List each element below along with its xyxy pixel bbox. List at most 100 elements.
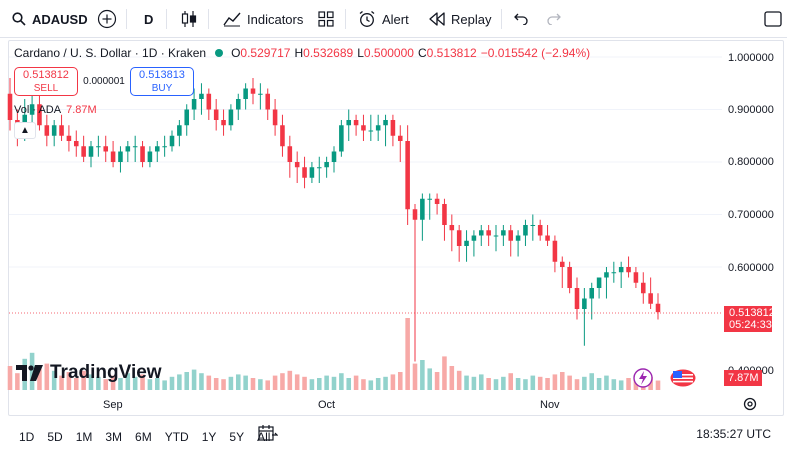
- volume-bar: [589, 373, 595, 390]
- symbol-search-button[interactable]: ADAUSD: [12, 0, 88, 38]
- candle-body: [361, 125, 366, 131]
- layouts-button[interactable]: [318, 0, 334, 38]
- volume-bar: [559, 372, 565, 390]
- volume-bar: [162, 380, 167, 390]
- last-price-value: 0.513812: [729, 307, 775, 319]
- candle-body: [132, 146, 138, 148]
- utc-clock[interactable]: 18:35:27 UTC: [696, 427, 771, 441]
- settings-gear-icon[interactable]: [742, 396, 758, 412]
- candle-body: [81, 146, 86, 157]
- candle-body: [567, 267, 572, 288]
- volume-bar: [221, 379, 226, 390]
- buy-button[interactable]: 0.513813 BUY: [130, 67, 194, 96]
- tradingview-watermark[interactable]: TradingView: [16, 362, 162, 384]
- close-key: C: [417, 46, 427, 60]
- volume-bar: [324, 375, 329, 390]
- range-3m-button[interactable]: 3M: [105, 429, 123, 444]
- candle-body: [73, 141, 79, 147]
- volume-bar: [353, 375, 359, 390]
- volume-bar: [420, 360, 425, 390]
- volume-bar: [147, 379, 153, 390]
- volume-bar: [390, 374, 396, 390]
- candle-body: [530, 225, 536, 226]
- volume-bar: [397, 372, 403, 390]
- volume-bar: [15, 373, 20, 390]
- range-ytd-button[interactable]: YTD: [164, 429, 189, 444]
- candle-body: [405, 141, 410, 210]
- volume-bar: [258, 379, 263, 390]
- candle-body: [464, 240, 469, 246]
- candle-body: [169, 135, 175, 147]
- window-icon: [764, 11, 782, 27]
- candle-body: [206, 93, 212, 110]
- alert-button[interactable]: Alert: [358, 0, 409, 38]
- volume-bar: [250, 378, 256, 390]
- range-6m-button[interactable]: 6M: [135, 429, 152, 444]
- replay-button[interactable]: Replay: [429, 0, 491, 38]
- volume-tag: 7.87M: [724, 370, 762, 386]
- volume-bar: [574, 379, 580, 390]
- volume-bar: [486, 378, 491, 390]
- go-to-date-icon[interactable]: [258, 424, 278, 442]
- volume-bar: [287, 370, 293, 390]
- price-axis-label: 0.600000: [728, 262, 774, 274]
- range-5y-button[interactable]: 5Y: [229, 429, 245, 444]
- volume-bar: [110, 375, 116, 390]
- toolbar-divider: [166, 9, 167, 29]
- candle-body: [434, 198, 440, 204]
- candle-body: [118, 151, 123, 162]
- volume-bar: [383, 376, 388, 390]
- rewind-icon: [429, 12, 445, 26]
- candle-body: [199, 93, 204, 99]
- range-5d-button[interactable]: 5D: [47, 429, 63, 444]
- candle-body: [648, 293, 653, 304]
- layout-window-button[interactable]: [764, 0, 782, 38]
- candle-body: [162, 146, 167, 148]
- compare-symbol-button[interactable]: [97, 0, 117, 38]
- chevron-up-icon: ▲: [20, 125, 30, 136]
- volume-bar: [611, 379, 617, 390]
- candle-body: [346, 120, 352, 126]
- candle-body: [280, 125, 285, 147]
- volume-bar: [191, 369, 197, 390]
- volume-bar: [66, 372, 72, 390]
- toolbar-divider: [208, 9, 209, 29]
- candle-body: [375, 125, 381, 131]
- toolbar-divider: [345, 9, 346, 29]
- candles-icon: [181, 11, 197, 27]
- candle-body: [96, 146, 101, 148]
- range-1d-button[interactable]: 1D: [19, 429, 35, 444]
- chart-type-button[interactable]: [181, 0, 197, 38]
- volume-bar: [412, 363, 418, 390]
- us-flag-icon[interactable]: [670, 369, 696, 387]
- range-1m-button[interactable]: 1M: [75, 429, 93, 444]
- collapse-legend-button[interactable]: ▲: [14, 122, 36, 139]
- candle-body: [478, 230, 484, 236]
- interval-button[interactable]: D: [144, 11, 154, 27]
- undo-button[interactable]: [514, 0, 528, 38]
- indicators-button[interactable]: Indicators: [223, 0, 303, 38]
- range-1y-button[interactable]: 1Y: [201, 429, 217, 444]
- legend-title[interactable]: Cardano / U. S. Dollar · 1D · Kraken: [14, 46, 207, 60]
- flash-events-icon[interactable]: [631, 368, 655, 388]
- candle-body: [537, 225, 543, 236]
- volume-bar: [96, 376, 101, 390]
- volume-bar: [449, 366, 455, 390]
- open-key: O: [231, 46, 241, 60]
- volume-bar: [272, 375, 278, 390]
- chart-pane[interactable]: [8, 40, 784, 416]
- candle-body: [559, 261, 565, 267]
- sell-button[interactable]: 0.513812 SELL: [14, 67, 78, 96]
- candle-body: [191, 99, 197, 110]
- volume-bar: [29, 352, 35, 390]
- chart-legend[interactable]: Cardano / U. S. Dollar · 1D · Kraken O 0.…: [14, 46, 590, 60]
- volume-legend[interactable]: Vol · ADA 7.87M: [14, 104, 97, 116]
- low-value: 0.500000: [363, 46, 414, 60]
- volume-bar: [88, 374, 94, 390]
- redo-button[interactable]: [547, 0, 561, 38]
- time-axis-label: Sep: [103, 399, 123, 411]
- candle-body: [383, 120, 388, 126]
- volume-bar: [618, 380, 624, 390]
- candle-body: [582, 298, 587, 309]
